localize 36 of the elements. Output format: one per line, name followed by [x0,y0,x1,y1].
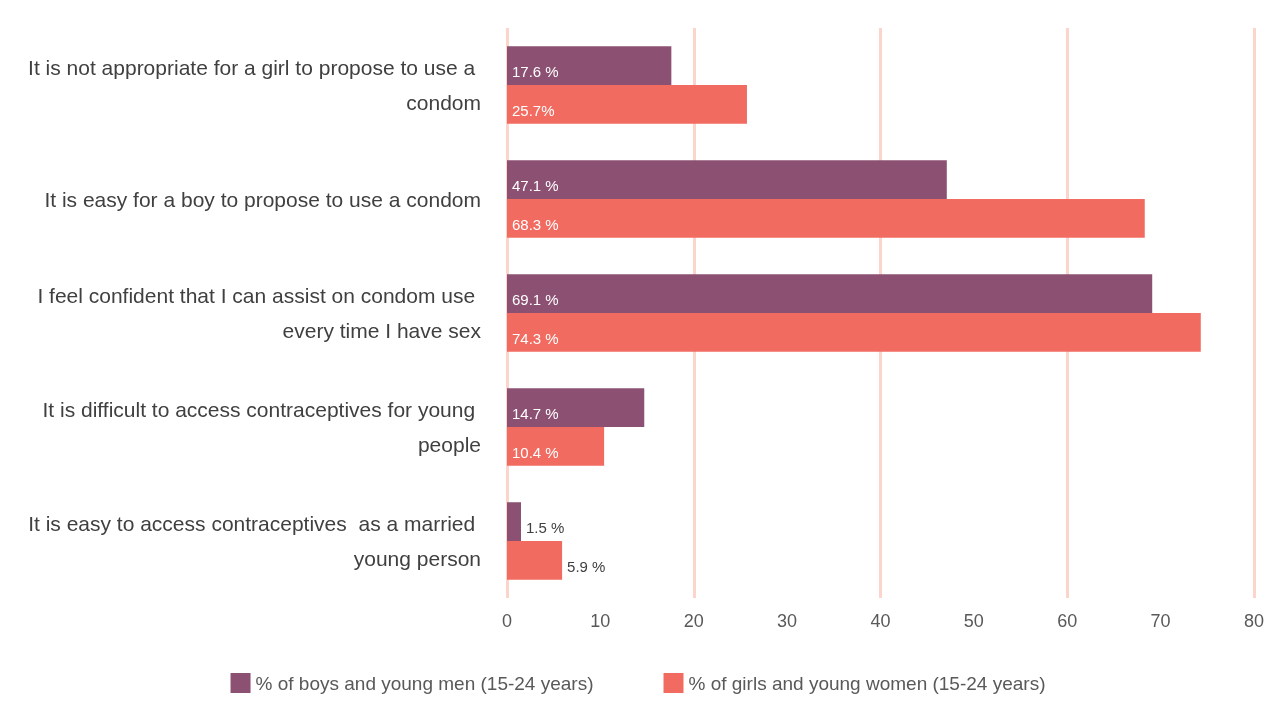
bar [507,313,1201,352]
y-tick-label: It is not appropriate for a girl to propose to use a condom [28,56,481,114]
x-tick-label: 60 [1057,611,1078,631]
bar [507,388,645,427]
data-label: 17.6 % [512,63,559,81]
x-tick-label: 20 [683,611,704,631]
data-label: 69.1 % [512,291,559,309]
bar [507,199,1145,238]
data-label: 47.1 % [512,177,559,195]
y-tick-label: It is easy to access contraceptives as a married young person [28,512,481,570]
data-label: 14.7 % [512,405,559,423]
bar [507,427,605,466]
x-tick-label: 40 [870,611,891,631]
x-tick-label: 70 [1150,611,1171,631]
data-label: 10.4 % [512,443,559,461]
bar [507,274,1153,313]
y-tick-label: I feel confident that I can assist on condom use every time I have sex [37,284,482,342]
data-label: 1.5 % [526,519,565,537]
x-tick-label: 10 [590,611,611,631]
bar [507,46,672,85]
x-tick-label: 50 [963,611,984,631]
bar [507,502,522,541]
x-tick-label: 0 [501,611,513,631]
data-label: 5.9 % [567,557,606,575]
legend-label: % of girls and young women (15-24 years) [688,672,1046,694]
x-tick-label: 30 [777,611,798,631]
bar [507,160,947,199]
x-tick-label: 80 [1243,611,1265,631]
bar [507,541,563,580]
data-label: 25.7% [512,101,555,119]
data-label: 68.3 % [512,215,559,233]
legend-label: % of boys and young men (15-24 years) [255,672,594,694]
y-tick-label: It is easy for a boy to propose to use a condom [44,187,481,211]
y-tick-label: It is difficult to access contraceptives for young people [42,398,481,456]
data-label: 74.3 % [512,329,559,347]
bar [507,85,747,124]
